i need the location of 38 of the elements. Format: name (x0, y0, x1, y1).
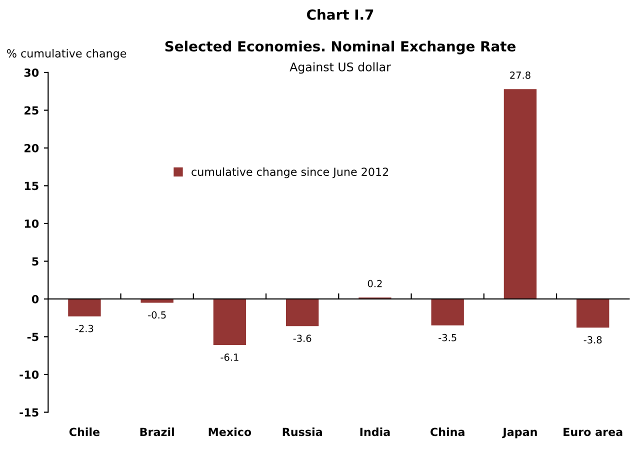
y-axis-title: % cumulative change (7, 48, 126, 60)
bar (576, 298, 610, 328)
y-tick-label: 10 (24, 219, 39, 228)
y-tick-label: -10 (20, 370, 39, 379)
chart-subtitle: Selected Economies. Nominal Exchange Rate (165, 40, 516, 54)
y-tick-label: 25 (24, 106, 38, 115)
data-label: -3.6 (293, 334, 312, 342)
data-label: 27.8 (510, 72, 530, 79)
x-tick-label: Russia (282, 428, 322, 436)
data-label: 0.2 (368, 280, 382, 288)
data-label: -3.8 (584, 336, 602, 344)
chart-title: Chart I.7 (307, 9, 374, 20)
y-tick-label: 15 (24, 182, 38, 190)
data-label: -2.3 (75, 324, 94, 332)
x-tick-label: China (430, 428, 464, 436)
legend-label: cumulative change since June 2012 (192, 167, 388, 178)
x-tick-label: Mexico (208, 428, 252, 436)
data-label: -0.5 (148, 311, 166, 319)
y-tick-label: -5 (27, 332, 38, 342)
bar (140, 298, 174, 303)
x-tick-label: Euro area (564, 428, 622, 436)
bar (431, 298, 464, 326)
y-tick-label: -15 (20, 408, 38, 417)
y-tick-label: 30 (24, 68, 39, 77)
y-tick-label: 0 (32, 294, 39, 304)
annotation: Against US dollar (290, 62, 391, 74)
x-tick-label: India (360, 428, 390, 436)
bar (504, 89, 537, 299)
bar (213, 298, 246, 346)
data-label: -3.5 (438, 334, 456, 342)
y-tick-label: 5 (32, 257, 38, 266)
x-tick-label: Chile (69, 428, 100, 436)
x-tick-label: Brazil (140, 428, 174, 436)
bar (68, 298, 101, 316)
y-tick-label: 20 (24, 144, 39, 152)
bar (286, 298, 319, 326)
x-tick-label: Japan (502, 428, 537, 438)
data-label: -6.1 (220, 354, 238, 361)
